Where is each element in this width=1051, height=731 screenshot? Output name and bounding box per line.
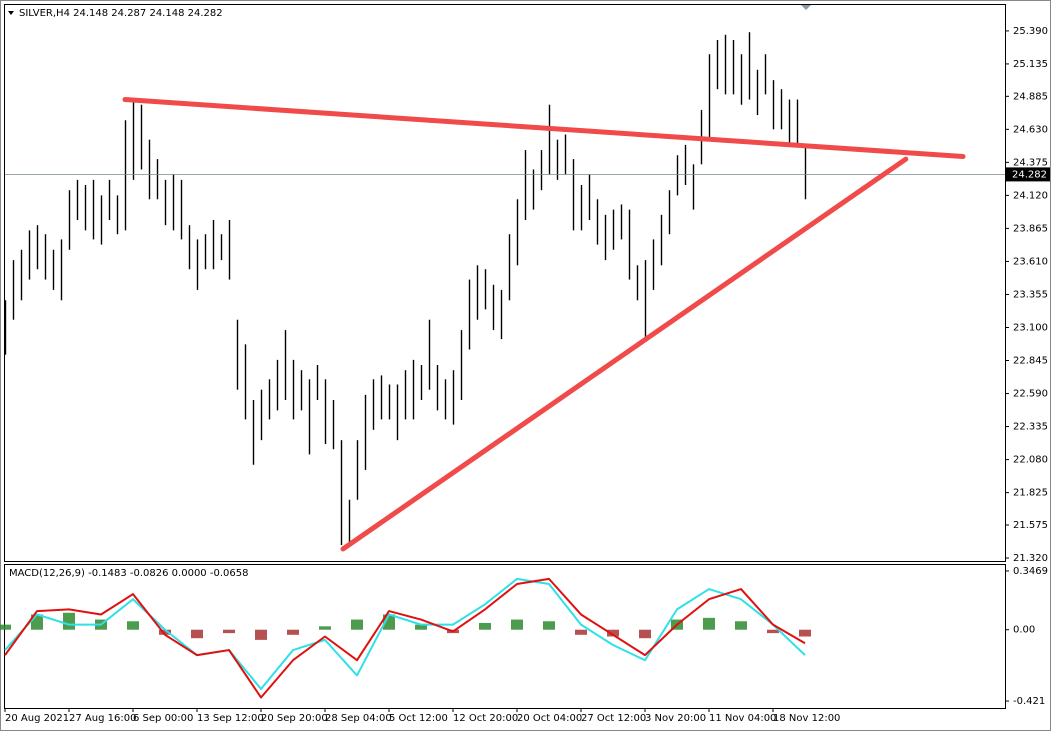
y-tick-label: 24.120 <box>1013 190 1048 201</box>
histogram-bar <box>543 621 555 630</box>
x-tick-label: 13 Sep 12:00 <box>197 713 264 724</box>
x-tick-label: 12 Oct 20:00 <box>453 713 518 724</box>
y-tick-label: 23.100 <box>1013 322 1048 333</box>
y-tick-label: 24.885 <box>1013 91 1048 102</box>
histogram-bar <box>575 629 587 635</box>
histogram-bar <box>159 629 171 635</box>
histogram-bar <box>223 629 235 634</box>
y-tick-label: -0.421 <box>1013 696 1045 707</box>
y-tick-label: 21.825 <box>1013 488 1048 499</box>
x-tick-label: 28 Sep 04:00 <box>325 713 392 724</box>
histogram-bar <box>319 626 331 630</box>
trendline <box>122 97 966 160</box>
y-tick-label: 23.865 <box>1013 223 1048 234</box>
y-tick-label: 22.590 <box>1013 389 1048 400</box>
histogram-bar <box>415 624 427 630</box>
chart-title: SILVER,H4 24.148 24.287 24.148 24.282 <box>19 8 223 19</box>
histogram-bar <box>511 619 523 630</box>
y-tick-label: 25.135 <box>1013 59 1048 70</box>
histogram-bar <box>799 629 811 637</box>
y-tick-label: 22.845 <box>1013 356 1048 367</box>
x-tick-label: 5 Oct 12:00 <box>389 713 448 724</box>
histogram-bar <box>703 617 715 630</box>
menu-arrow <box>8 11 14 15</box>
histogram-bar <box>767 629 779 634</box>
macd-line <box>4 577 806 699</box>
x-tick-label: 20 Sep 20:00 <box>261 713 328 724</box>
macd-pane <box>4 564 1006 709</box>
histogram-bar <box>639 629 651 639</box>
y-tick-label: 24.630 <box>1013 124 1048 135</box>
macd-line <box>4 577 806 691</box>
histogram-bar <box>735 621 747 630</box>
y-tick-label: 22.080 <box>1013 455 1048 466</box>
trendline <box>340 156 909 552</box>
histogram-bar <box>127 621 139 630</box>
y-tick-label: 0.3469 <box>1013 566 1048 577</box>
histogram-bar <box>607 629 619 637</box>
x-tick-label: 27 Oct 12:00 <box>581 713 646 724</box>
x-tick-label: 3 Nov 20:00 <box>645 713 706 724</box>
x-tick-label: 27 Aug 16:00 <box>69 713 136 724</box>
histogram-bar <box>63 612 75 630</box>
y-tick-label: 21.575 <box>1013 520 1048 531</box>
last-price-label: 24.282 <box>1012 169 1047 180</box>
y-tick-label: 21.320 <box>1013 553 1048 564</box>
x-tick-label: 6 Sep 00:00 <box>133 713 193 724</box>
x-tick-label: 18 Nov 12:00 <box>773 713 840 724</box>
y-tick-label: 25.390 <box>1013 26 1048 37</box>
last-price-box <box>1006 167 1050 182</box>
macd-title: MACD(12,26,9) -0.1483 -0.0826 0.0000 -0.… <box>9 568 248 579</box>
y-tick-label: 24.375 <box>1013 157 1048 168</box>
main-pane <box>4 4 1006 562</box>
y-tick-label: 23.610 <box>1013 256 1048 267</box>
histogram-bar <box>0 624 11 630</box>
histogram-bar <box>351 619 363 630</box>
x-tick-label: 20 Oct 04:00 <box>517 713 582 724</box>
histogram-bar <box>287 629 299 635</box>
x-tick-label: 20 Aug 2021 <box>5 713 69 724</box>
x-tick-label: 11 Nov 04:00 <box>709 713 776 724</box>
y-tick-label: 0.00 <box>1013 625 1035 636</box>
histogram-bar <box>479 622 491 630</box>
histogram-bar <box>255 629 267 640</box>
y-tick-label: 22.335 <box>1013 422 1048 433</box>
shift-marker <box>801 5 811 10</box>
y-tick-label: 23.355 <box>1013 289 1048 300</box>
histogram-bar <box>191 629 203 639</box>
